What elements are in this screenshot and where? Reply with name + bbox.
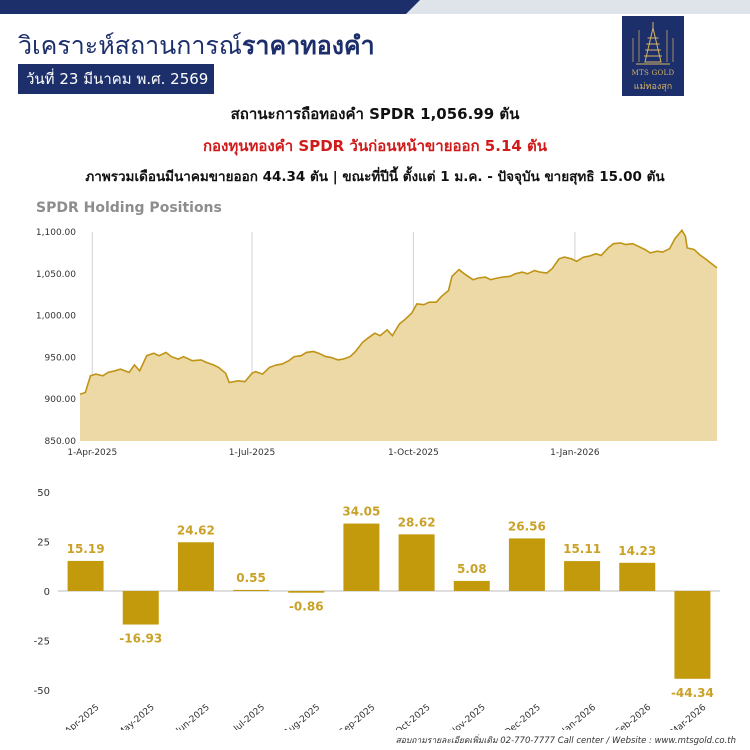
y-tick-label: 25: [37, 538, 50, 549]
x-tick-label: Oct-2025: [394, 703, 432, 730]
monthly-flow-bar-chart: 50 25 0 -25 -50 15.19 Apr-2025 -16.93 May-2025 24…: [34, 488, 720, 730]
footer-contact: สอบถามรายละเอียดเพิ่มเติม 02-770-7777 Ca…: [395, 736, 736, 746]
x-tick-label: Feb-2026: [615, 702, 654, 730]
bar-value-label: 5.08: [457, 562, 487, 576]
bar-value-label: 26.56: [508, 519, 546, 533]
x-tick-label: Dec-2025: [503, 703, 543, 730]
x-tick-label: Aug-2025: [282, 703, 322, 730]
x-tick-label: 1-Jul-2025: [229, 448, 276, 458]
bar-value-label: 24.62: [177, 523, 215, 537]
bar-oct-2025: [398, 534, 435, 591]
y-tick-label: 850.00: [45, 437, 77, 447]
date-badge: วันที่ 23 มีนาคม พ.ศ. 2569: [18, 64, 214, 94]
bar-value-label: -16.93: [119, 632, 162, 646]
x-tick-label: Jan-2026: [560, 702, 598, 730]
y-tick-label: 50: [37, 488, 50, 499]
holdings-line: [79, 228, 718, 395]
bar-may-2025: [122, 591, 159, 625]
y-tick-label: 1,050.00: [36, 270, 76, 280]
y-tick-label: -50: [34, 686, 50, 697]
bar-value-label: 28.62: [398, 515, 436, 529]
page-title-light: วิเคราะห์สถานการณ์: [18, 31, 242, 60]
bar-value-label: 15.19: [67, 542, 105, 556]
y-tick-label: 0: [44, 587, 50, 598]
y-tick-label: 900.00: [45, 395, 77, 405]
monthly-overview-headline: ภาพรวมเดือนมีนาคมขายออก 44.34 ตัน | ขณะท…: [85, 169, 665, 185]
x-tick-label: Apr-2025: [64, 703, 102, 730]
holdings-area: [80, 230, 717, 441]
bar-dec-2025: [508, 538, 545, 591]
logo-text-en: MTS GOLD: [631, 69, 675, 77]
pagoda-icon: [632, 22, 674, 65]
x-tick-label: 1-Apr-2025: [67, 448, 117, 458]
bar-value-label: -0.86: [289, 600, 324, 614]
y-tick-label: 950.00: [45, 353, 77, 363]
bar-value-label: 34.05: [342, 505, 380, 519]
top-accent-bar: [0, 0, 750, 14]
bar-aug-2025: [288, 591, 325, 593]
previous-day-change-headline: กองทุนทองคำ SPDR วันก่อนหน้าขายออก 5.14 …: [202, 137, 548, 155]
bar-value-label: 15.11: [563, 542, 601, 556]
brand-logo: MTS GOLD แม่ทองสุก: [622, 16, 684, 96]
spdr-holdings-area-chart: 1-Apr-2025 1-Jul-2025 1-Oct-2025 1-Jan-2026…: [36, 228, 718, 458]
x-tick-label: May-2025: [116, 703, 157, 730]
x-tick-label: 1-Oct-2025: [388, 448, 439, 458]
bar-value-label: 0.55: [236, 571, 266, 585]
y-tick-label: -25: [34, 637, 50, 648]
bar-apr-2025: [67, 560, 104, 591]
x-tick-label: Jul-2025: [231, 703, 267, 730]
y-tick-label: 1,100.00: [36, 228, 76, 238]
page-title: วิเคราะห์สถานการณ์ราคาทองคำ: [18, 26, 375, 66]
x-tick-label: Sep-2025: [338, 703, 377, 730]
x-tick-label: Mar-2026: [669, 702, 708, 730]
bar-jun-2025: [177, 542, 214, 591]
page-title-bold: ราคาทองคำ: [242, 31, 375, 60]
logo-text-th: แม่ทองสุก: [633, 82, 673, 92]
bar-mar-2026: [674, 591, 711, 679]
bar-value-label: -44.34: [671, 686, 714, 700]
bar-sep-2025: [343, 523, 380, 591]
bar-nov-2025: [453, 580, 490, 591]
bar-jul-2025: [233, 589, 270, 591]
x-tick-label: 1-Jan-2026: [550, 448, 600, 458]
bar-value-label: 14.23: [618, 544, 656, 558]
bar-jan-2026: [564, 561, 601, 591]
y-tick-label: 1,000.00: [36, 312, 76, 322]
bar-feb-2026: [619, 562, 656, 591]
x-tick-label: Jun-2025: [174, 703, 212, 730]
top-accent-navy: [0, 0, 420, 14]
x-tick-label: Nov-2025: [448, 703, 488, 730]
area-chart-title: SPDR Holding Positions: [36, 200, 222, 216]
holding-status-headline: สถานะการถือทองคำ SPDR 1,056.99 ตัน: [230, 105, 520, 123]
